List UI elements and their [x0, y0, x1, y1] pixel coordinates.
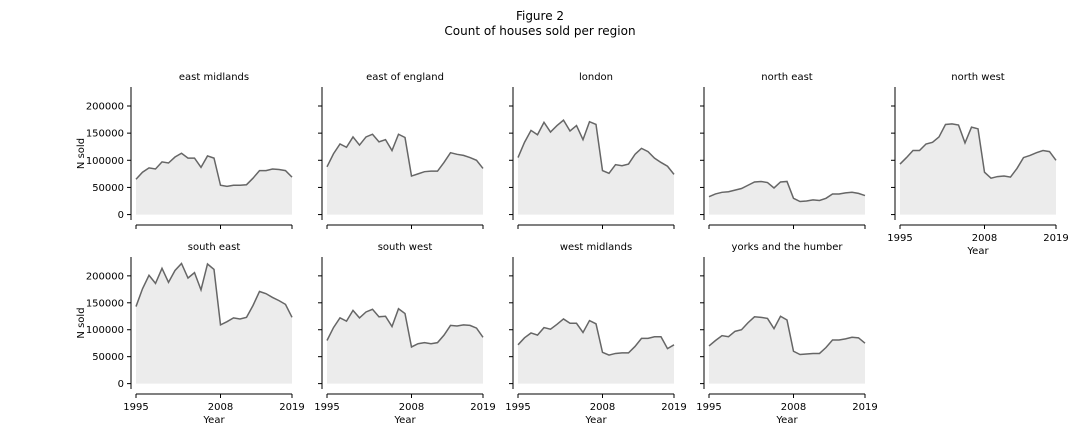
series-line	[326, 307, 484, 349]
x-tick-label: 2008	[972, 233, 997, 244]
area-fill	[709, 316, 865, 384]
series-line	[517, 118, 675, 175]
x-tick-label: 2019	[279, 402, 304, 413]
x-tick-label: 1995	[505, 402, 530, 413]
series-line	[517, 318, 675, 356]
panel-north-west: north west 1995 2008 2019 Year	[887, 72, 1068, 257]
x-axis-label: Year	[202, 415, 225, 426]
series-line	[708, 180, 866, 203]
y-tick-label: 100000	[86, 325, 124, 336]
area-fill	[327, 308, 483, 384]
panel-south-east: south east 0 50000 100000 150000 200000 1995 20…	[76, 242, 305, 426]
panel-title: north east	[761, 72, 812, 83]
area-fill	[136, 153, 292, 215]
y-tick-label: 200000	[86, 271, 124, 282]
y-tick-label: 0	[118, 210, 124, 221]
panel-title: south west	[378, 242, 433, 253]
x-tick-label: 2019	[1043, 233, 1068, 244]
x-axis-label: Year	[966, 246, 989, 257]
y-tick-label: 100000	[86, 156, 124, 167]
area-fill	[518, 318, 674, 384]
panel-title: north west	[951, 72, 1005, 83]
x-tick-label: 2019	[470, 402, 495, 413]
panel-london: london	[509, 72, 675, 229]
area-fill	[327, 134, 483, 215]
x-tick-label: 1995	[696, 402, 721, 413]
y-tick-label: 150000	[86, 298, 124, 309]
x-tick-label: 2008	[781, 402, 806, 413]
x-axis-label: Year	[393, 415, 416, 426]
panel-title: london	[579, 72, 613, 83]
area-fill	[900, 123, 1056, 215]
y-axis-label: N sold	[76, 138, 87, 169]
panels-group: east midlands 0 50000 100000 150000 200000 N s…	[76, 72, 1069, 426]
area-fill	[136, 263, 292, 384]
series-line	[708, 315, 866, 356]
x-tick-label: 1995	[887, 233, 912, 244]
x-tick-label: 2008	[399, 402, 424, 413]
y-axis-label: N sold	[76, 307, 87, 338]
panel-title: east midlands	[179, 72, 249, 83]
x-tick-label: 1995	[314, 402, 339, 413]
panel-north-east: north east	[700, 72, 866, 229]
x-tick-label: 2008	[208, 402, 233, 413]
x-axis-label: Year	[584, 415, 607, 426]
panel-title: east of england	[366, 72, 444, 83]
figure-title: Figure 2	[516, 9, 564, 23]
series-line	[899, 123, 1057, 180]
series-line	[135, 262, 293, 327]
y-tick-label: 50000	[92, 183, 124, 194]
series-line	[135, 152, 293, 188]
panel-south-west: south west 1995 2008 2019 Year	[314, 242, 495, 426]
x-axis-label: Year	[775, 415, 798, 426]
figure-subtitle: Count of houses sold per region	[444, 24, 635, 38]
panel-title: south east	[188, 242, 241, 253]
y-tick-label: 150000	[86, 129, 124, 140]
y-tick-label: 200000	[86, 102, 124, 113]
panel-yorks-and-the-humber: yorks and the humber 1995 2008 2019 Year	[696, 242, 877, 426]
y-tick-label: 0	[118, 379, 124, 390]
x-tick-label: 1995	[123, 402, 148, 413]
x-tick-label: 2019	[852, 402, 877, 413]
area-fill	[518, 120, 674, 215]
panel-east-of-england: east of england	[318, 72, 484, 229]
area-fill	[709, 181, 865, 215]
panel-title: west midlands	[560, 242, 632, 253]
panel-title: yorks and the humber	[732, 242, 844, 253]
x-tick-label: 2008	[590, 402, 615, 413]
y-tick-label: 50000	[92, 352, 124, 363]
panel-west-midlands: west midlands 1995 2008 2019 Year	[505, 242, 686, 426]
panel-east-midlands: east midlands 0 50000 100000 150000 200000 N s…	[76, 72, 293, 229]
series-line	[326, 133, 484, 178]
x-tick-label: 2019	[661, 402, 686, 413]
